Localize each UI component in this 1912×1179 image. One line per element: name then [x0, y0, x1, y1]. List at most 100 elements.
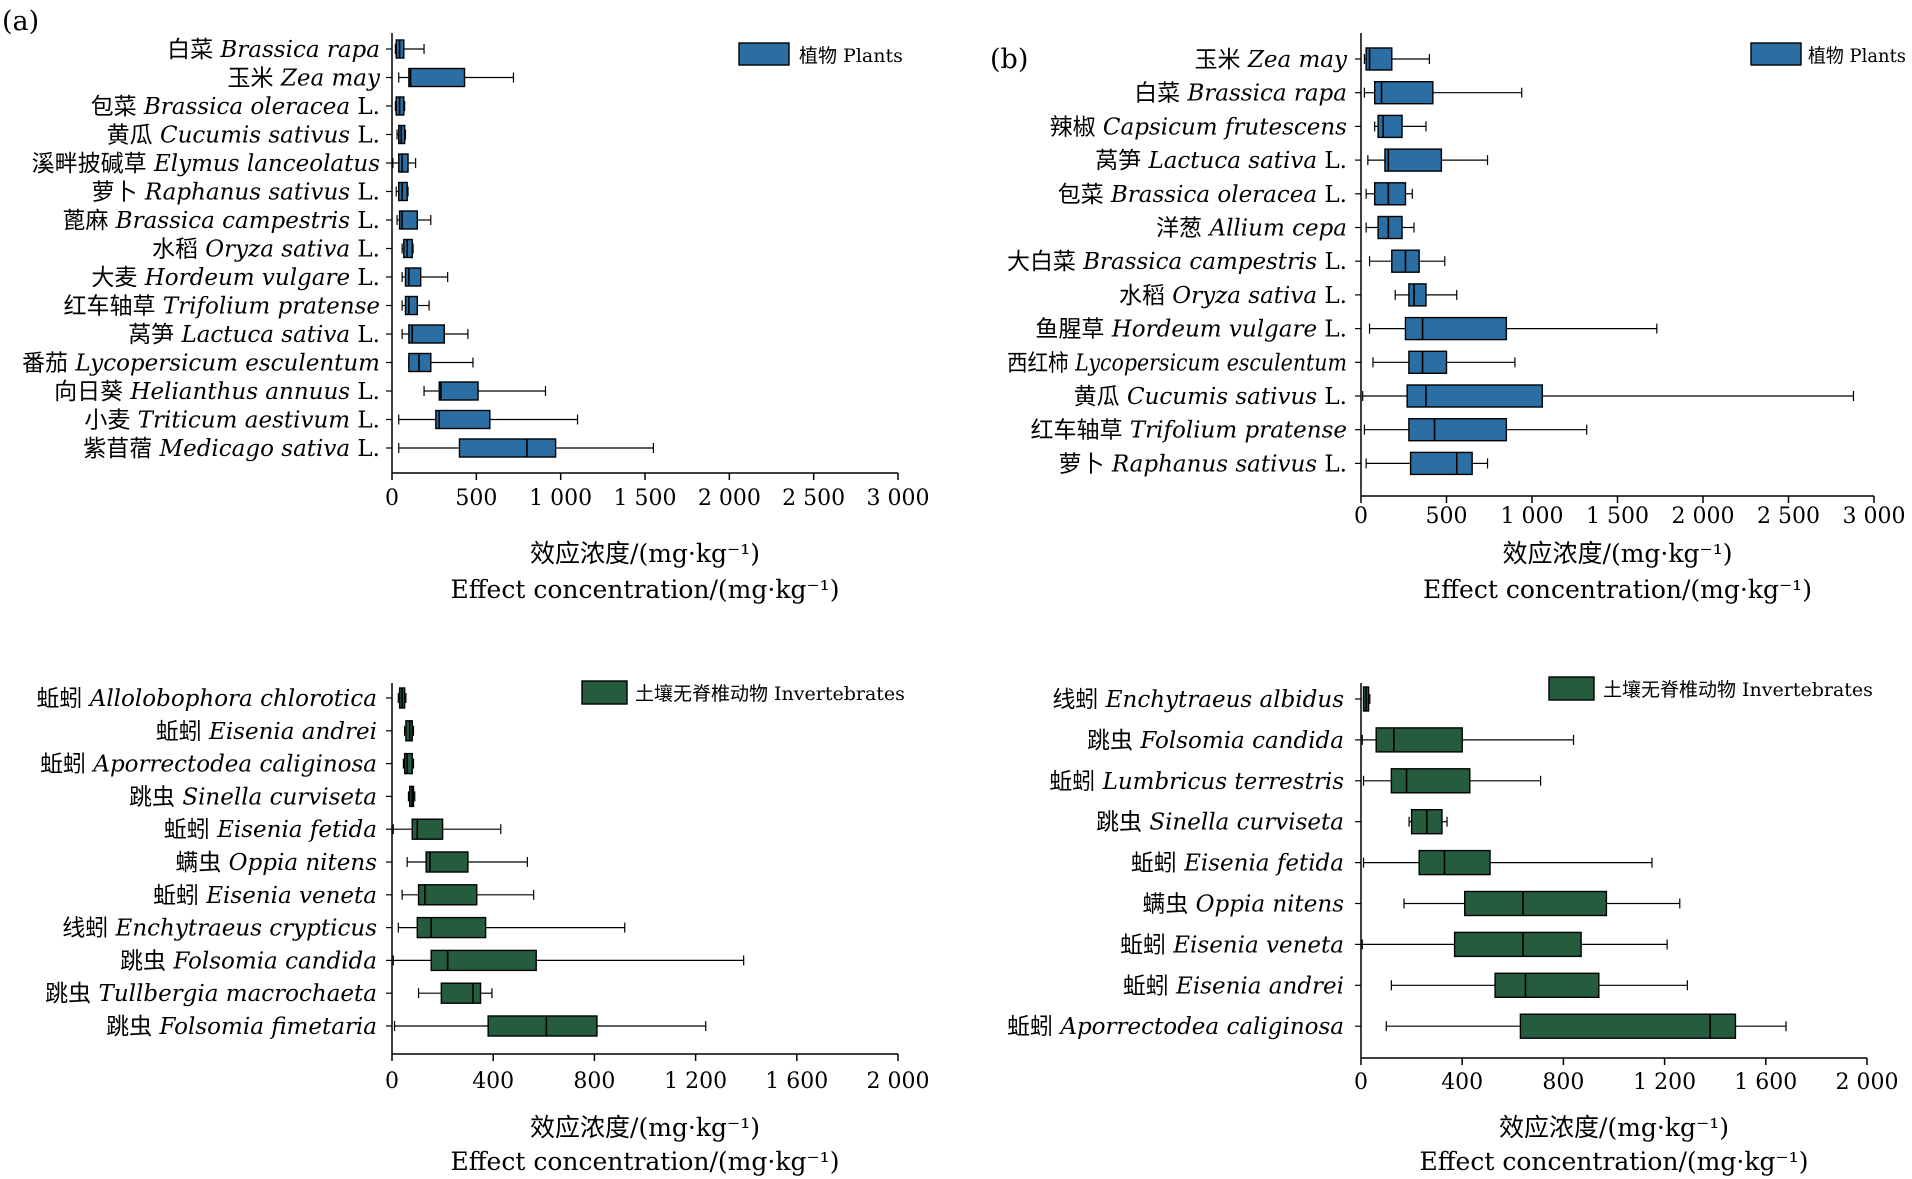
- category-label: 黄瓜 Cucumis sativus L.: [1074, 384, 1347, 410]
- category-label: 螨虫 Oppia nitens: [1142, 892, 1344, 918]
- x-axis-label-cn: 效应浓度/(mg·kg⁻¹): [530, 539, 760, 568]
- box: [1453, 931, 1582, 958]
- category-label: 跳虫 Tullbergia macrochaeta: [45, 981, 377, 1007]
- x-tick-label: 2 000: [1836, 1070, 1899, 1095]
- category-label: 红车轴草 Trifolium pratense: [1030, 418, 1347, 444]
- chart-b-invertebrates: 0 400 800 1 200 1 600 2 000 线蚓 Enchytraeus alb…: [1007, 676, 1899, 1176]
- chart-b-plants: 0 500 1 000 1 500 2 000 2 500 3 000 玉米 Zea may 白…: [1007, 33, 1906, 604]
- box: [435, 409, 491, 430]
- x-tick-label: 2 000: [1672, 504, 1735, 529]
- x-axis-label-en: Effect concentration/(mg·kg⁻¹): [1423, 575, 1812, 604]
- box: [1494, 972, 1600, 998]
- x-tick-label: 400: [1441, 1070, 1483, 1095]
- x-tick-label: 800: [1542, 1070, 1584, 1095]
- category-label: 蚯蚓 Eisenia andrei: [1123, 973, 1344, 999]
- category-label: 萝卜 Raphanus sativus L.: [1059, 451, 1348, 477]
- box: [408, 67, 466, 88]
- category-label: 辣椒 Capsicum frutescens: [1050, 114, 1348, 140]
- category-label: 鱼腥草 Hordeum vulgare L.: [1035, 317, 1347, 343]
- category-label: 蚯蚓 Aporrectodea caliginosa: [1007, 1014, 1344, 1040]
- category-label: 蚯蚓 Aporrectodea caliginosa: [40, 752, 377, 778]
- category-label: 紫苜蓿 Medicago sativa L.: [83, 436, 380, 462]
- box: [458, 438, 557, 458]
- box: [1409, 451, 1473, 476]
- legend-swatch: [1548, 676, 1595, 701]
- box: [1406, 384, 1543, 408]
- x-tick-label: 2 000: [867, 1069, 930, 1094]
- x-axis-label-cn: 效应浓度/(mg·kg⁻¹): [1499, 1113, 1729, 1142]
- x-axis-label-en: Effect concentration/(mg·kg⁻¹): [451, 575, 840, 604]
- legend-label: 植物 Plants: [1808, 45, 1906, 67]
- box: [1373, 80, 1434, 105]
- category-label: 水稻 Oryza sativa L.: [152, 237, 380, 263]
- category-label: 螨虫 Oppia nitens: [175, 850, 377, 876]
- box: [1384, 148, 1443, 172]
- x-tick-label: 400: [472, 1069, 514, 1094]
- category-label: 蚯蚓 Eisenia fetida: [164, 817, 377, 843]
- x-tick-label: 2 000: [698, 486, 761, 511]
- category-label: 溪畔披碱草 Elymus lanceolatus: [32, 151, 381, 177]
- box: [1377, 114, 1403, 139]
- box: [1373, 182, 1407, 206]
- chart-a-invertebrates: 0 400 800 1 200 1 600 2 000 蚯蚓 Allolobophora c…: [36, 680, 930, 1176]
- category-label: 蚯蚓 Eisenia veneta: [1120, 932, 1344, 958]
- category-label: 线蚓 Enchytraeus crypticus: [62, 916, 377, 942]
- category-label: 洋葱 Allium cepa: [1156, 216, 1347, 242]
- box: [440, 982, 482, 1004]
- category-label: 包菜 Brassica oleracea L.: [1058, 182, 1347, 208]
- category-label: 小麦 Triticum aestivum L.: [84, 408, 380, 434]
- category-label: 大白菜 Brassica campestris L.: [1007, 249, 1347, 275]
- x-tick-label: 800: [573, 1069, 615, 1094]
- category-label: 蓖麻 Brassica campestris L.: [62, 208, 380, 234]
- category-label: 白菜 Brassica rapa: [167, 37, 380, 63]
- box: [404, 267, 422, 287]
- box: [1408, 283, 1427, 307]
- category-label: 玉米 Zea may: [228, 66, 381, 92]
- x-tick-label: 0: [385, 1069, 399, 1094]
- x-tick-label: 0: [1354, 1070, 1368, 1095]
- x-axis-label-cn: 效应浓度/(mg·kg⁻¹): [530, 1113, 760, 1142]
- x-tick-label: 0: [385, 486, 399, 511]
- legend-swatch: [581, 680, 628, 705]
- legend-label: 植物 Plants: [799, 45, 903, 67]
- category-label: 大麦 Hordeum vulgare L.: [91, 265, 380, 291]
- x-tick-label: 1 000: [1501, 504, 1564, 529]
- category-label: 蚯蚓 Eisenia veneta: [153, 883, 377, 909]
- box: [403, 238, 413, 259]
- box: [1408, 350, 1448, 374]
- x-tick-label: 500: [455, 486, 497, 511]
- legend-swatch: [1750, 42, 1802, 66]
- box: [398, 153, 409, 173]
- x-tick-label: 1 000: [529, 486, 592, 511]
- box: [1375, 727, 1463, 753]
- category-label: 跳虫 Folsomia fimetaria: [106, 1014, 377, 1040]
- x-tick-label: 500: [1426, 504, 1468, 529]
- x-tick-label: 1 500: [614, 486, 677, 511]
- category-label: 莴笋 Lactuca sativa L.: [1095, 148, 1347, 174]
- x-axis-label-en: Effect concentration/(mg·kg⁻¹): [1420, 1147, 1809, 1176]
- box: [1377, 215, 1403, 240]
- category-label: 包菜 Brassica oleracea L.: [91, 94, 380, 120]
- box: [408, 324, 445, 344]
- x-tick-label: 1 500: [1586, 504, 1649, 529]
- category-label: 白菜 Brassica rapa: [1134, 81, 1347, 107]
- category-label: 跳虫 Sinella curviseta: [129, 784, 377, 810]
- legend-label: 土壤无脊椎动物 Invertebrates: [635, 683, 905, 705]
- x-tick-label: 0: [1354, 504, 1368, 529]
- category-label: 蚯蚓 Eisenia andrei: [156, 719, 377, 745]
- category-label: 红车轴草 Trifolium pratense: [63, 294, 380, 320]
- box: [1404, 316, 1508, 341]
- box: [398, 181, 408, 202]
- category-label: 蚯蚓 Lumbricus terrestris: [1049, 769, 1344, 795]
- category-label: 蚯蚓 Eisenia fetida: [1131, 851, 1344, 877]
- box: [425, 851, 469, 873]
- category-label: 线蚓 Enchytraeus albidus: [1052, 687, 1344, 713]
- category-label: 向日葵 Helianthus annuus L.: [54, 379, 380, 405]
- category-label: 跳虫 Folsomia candida: [1087, 728, 1344, 754]
- box: [430, 949, 537, 972]
- x-tick-label: 3 000: [867, 486, 930, 511]
- category-label: 莴笋 Lactuca sativa L.: [128, 322, 380, 348]
- category-label: 黄瓜 Cucumis sativus L.: [107, 123, 380, 149]
- legend-swatch: [738, 42, 790, 66]
- category-label: 跳虫 Folsomia candida: [120, 948, 377, 974]
